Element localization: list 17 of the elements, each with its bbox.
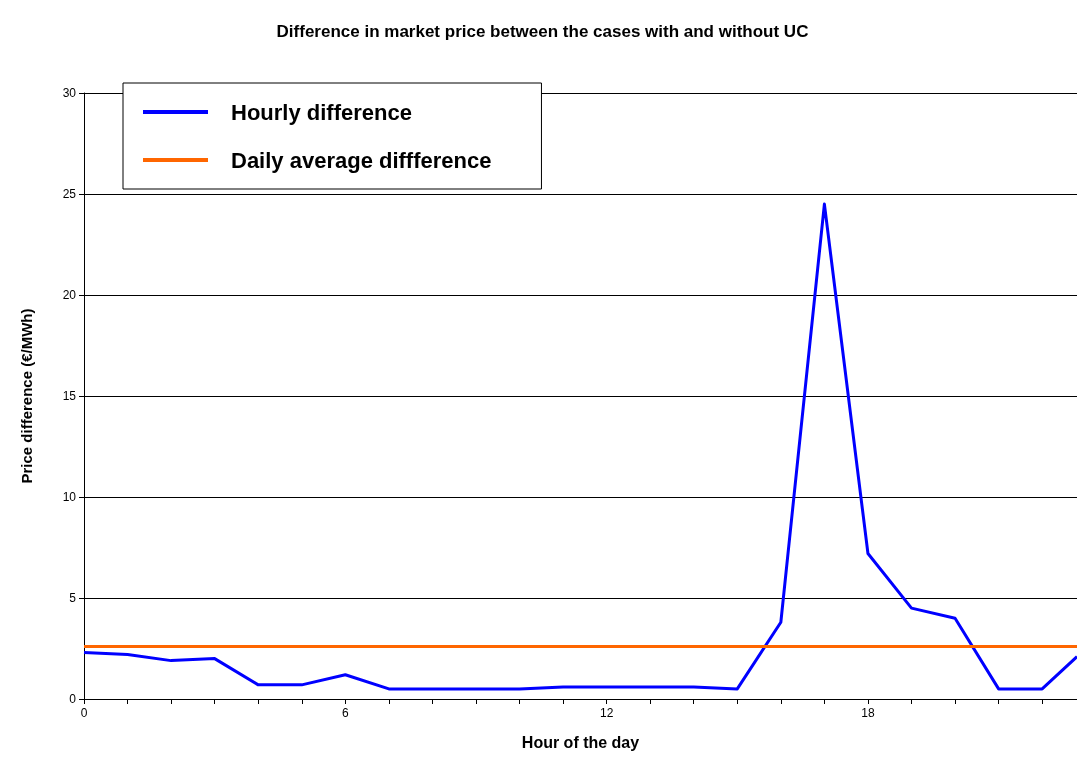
chart-title: Difference in market price between the cases with and without UC: [276, 22, 809, 41]
line-series: [82, 202, 1077, 691]
y-tick-label: 30: [62, 86, 77, 100]
y-tick-label: 0: [69, 692, 77, 706]
legend-label: Daily average diffference: [231, 147, 492, 173]
y-tick-label: 5: [69, 591, 77, 605]
y-tick-label: 15: [62, 389, 77, 403]
y-tick-label: 20: [62, 288, 77, 302]
x-tick-label: 0: [80, 706, 88, 720]
x-axis-title: Hour of the day: [521, 733, 640, 751]
legend-label: Hourly difference: [231, 99, 412, 125]
y-axis-title: Price difference (€/MWh): [18, 308, 35, 484]
x-tick-label: 18: [861, 706, 875, 720]
y-tick-label: 25: [62, 187, 77, 201]
x-tick-label: 6: [341, 706, 349, 720]
y-tick-label: 10: [62, 490, 77, 504]
x-tick-label: 12: [599, 706, 614, 720]
